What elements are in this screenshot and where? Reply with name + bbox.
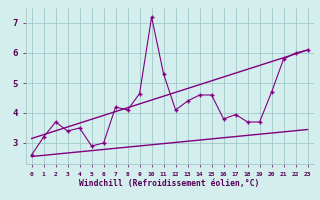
X-axis label: Windchill (Refroidissement éolien,°C): Windchill (Refroidissement éolien,°C) bbox=[79, 179, 260, 188]
